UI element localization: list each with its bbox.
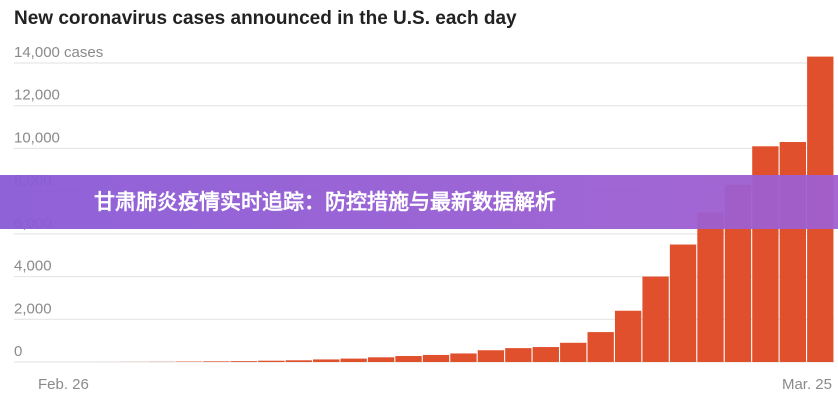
bar bbox=[422, 354, 450, 362]
x-tick-label: Feb. 26 bbox=[38, 376, 89, 393]
bar bbox=[230, 361, 258, 362]
y-tick-label: 0 bbox=[14, 343, 22, 360]
bar bbox=[313, 359, 340, 362]
bar bbox=[532, 347, 559, 362]
bar bbox=[642, 276, 669, 362]
bar bbox=[203, 361, 230, 362]
bar bbox=[450, 353, 477, 362]
bar bbox=[395, 356, 422, 362]
chart-title: New coronavirus cases announced in the U… bbox=[14, 8, 517, 29]
banner bbox=[0, 175, 838, 229]
bar bbox=[587, 332, 614, 362]
bar bbox=[505, 348, 532, 362]
banner-text: 甘肃肺炎疫情实时追踪：防控措施与最新数据解析 bbox=[94, 190, 556, 214]
bar bbox=[477, 350, 505, 362]
y-tick-label: 2,000 bbox=[14, 300, 52, 317]
bar bbox=[340, 358, 367, 362]
y-tick-label: 4,000 bbox=[14, 258, 52, 275]
y-tick-label: 14,000 cases bbox=[14, 44, 103, 61]
bar bbox=[560, 342, 587, 362]
x-tick-label: Mar. 25 bbox=[782, 376, 832, 393]
bar bbox=[367, 357, 395, 362]
bar bbox=[258, 360, 285, 362]
y-tick-label: 12,000 bbox=[14, 87, 60, 104]
bar bbox=[285, 360, 312, 362]
bar bbox=[697, 212, 724, 362]
bar bbox=[669, 244, 697, 362]
bar bbox=[614, 310, 642, 362]
y-tick-label: 10,000 bbox=[14, 129, 60, 146]
